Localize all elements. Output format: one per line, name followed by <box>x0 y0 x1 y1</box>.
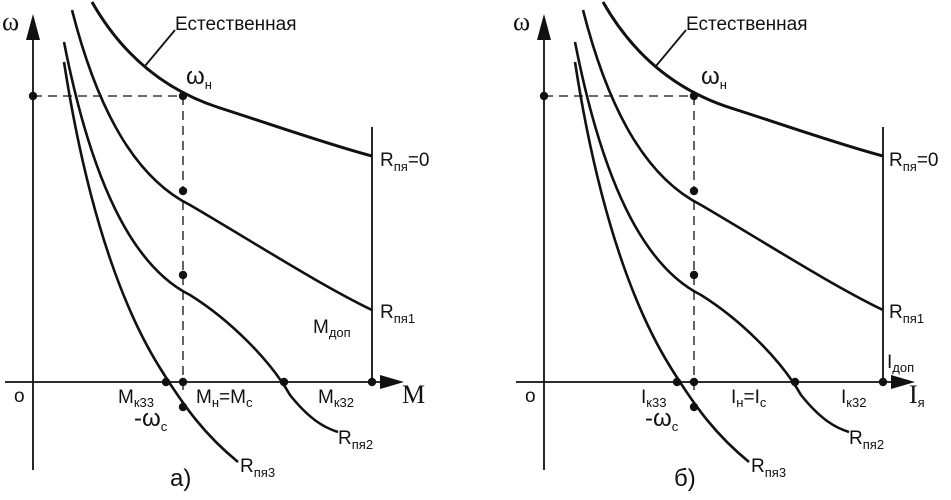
panel-b: ω Iя о Естественная ωн Rпя=0 Rпя1 Iдоп R… <box>513 1 939 492</box>
curve-r3 <box>573 61 750 464</box>
mn-point <box>178 377 188 387</box>
r1-label: Rпя1 <box>889 302 924 326</box>
mk32-point <box>279 377 289 387</box>
caption-a: а) <box>170 465 191 492</box>
x-axis-arrow <box>891 375 915 389</box>
mk32-label: Mк32 <box>318 387 354 410</box>
r2-label: Rпя2 <box>849 428 884 452</box>
dop-label: Mдоп <box>313 317 351 340</box>
in-ic-label: Iн=Iс <box>731 387 767 410</box>
r2-point <box>178 270 188 280</box>
omega-n-dot <box>178 91 188 101</box>
r1-point <box>689 186 699 196</box>
mn-mc-label: Mн=Mс <box>196 387 253 410</box>
neg-omega-label: -ωс <box>134 405 168 434</box>
omega-n-dot-axis <box>28 91 38 101</box>
natural-label: Естественная <box>175 14 297 35</box>
y-axis-label: ω <box>513 7 530 36</box>
natural-label: Естественная <box>686 14 808 35</box>
natural-leader <box>655 29 687 67</box>
natural-curve <box>90 1 373 158</box>
curve-r1 <box>70 9 373 312</box>
r3-label: Rпя3 <box>240 456 275 480</box>
x-axis-arrow <box>380 375 404 389</box>
r1-point <box>178 186 188 196</box>
natural-leader <box>144 29 176 67</box>
ik32-point <box>790 377 800 387</box>
neg-omega-label: -ωс <box>645 405 679 434</box>
r3-label: Rпя3 <box>751 456 786 480</box>
mk33-label: Mк33 <box>118 387 154 410</box>
origin-label: о <box>525 386 536 407</box>
x-axis-label: M <box>402 380 425 409</box>
i-dop-point <box>878 377 888 387</box>
curve-r1 <box>581 9 884 312</box>
y-axis-arrow <box>26 14 40 40</box>
curve-r2 <box>573 41 850 434</box>
mk33-point <box>161 377 171 387</box>
r0-label: Rпя=0 <box>889 150 939 174</box>
r2-point <box>689 270 699 280</box>
curve-r2 <box>62 41 339 434</box>
neg-omega-point <box>178 402 188 412</box>
curve-r3 <box>62 61 239 464</box>
y-axis-label: ω <box>2 7 19 36</box>
y-axis-arrow <box>537 14 551 40</box>
ik32-label: Iк32 <box>841 387 866 410</box>
in-point <box>689 377 699 387</box>
neg-omega-point <box>689 402 699 412</box>
omega-n-dot <box>689 91 699 101</box>
r1-label: Rпя1 <box>380 302 415 326</box>
m-dop-point <box>367 377 377 387</box>
ik33-point <box>672 377 682 387</box>
panel-a: ω M о Естественная ωн Rпя=0 Rпя1 Mдоп Rп… <box>2 1 430 492</box>
omega-n-dot-axis <box>539 91 549 101</box>
omega-n-label: ωн <box>701 63 727 92</box>
omega-n-label: ωн <box>186 63 212 92</box>
natural-curve <box>601 1 884 158</box>
r0-label: Rпя=0 <box>380 150 430 174</box>
ik33-label: Iк33 <box>641 387 666 410</box>
dop-label: Iдоп <box>887 352 914 375</box>
r2-label: Rпя2 <box>338 428 373 452</box>
x-axis-label: Iя <box>909 380 925 410</box>
origin-label: о <box>14 386 25 407</box>
caption-b: б) <box>674 465 696 492</box>
